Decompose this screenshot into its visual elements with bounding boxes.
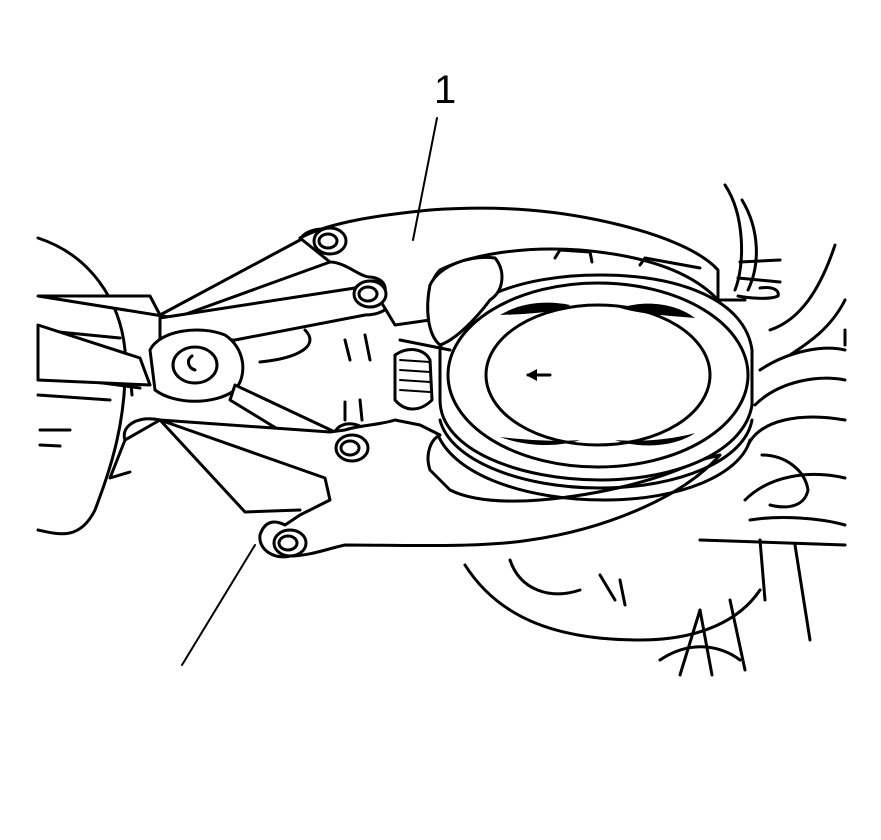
ring-expander-tool [36, 206, 722, 559]
piston [343, 248, 754, 502]
callout-1: 1 [412, 68, 456, 241]
callout-leader-lower [181, 544, 256, 666]
callout-label-1: 1 [434, 68, 456, 112]
callout-leader-1 [412, 117, 438, 241]
